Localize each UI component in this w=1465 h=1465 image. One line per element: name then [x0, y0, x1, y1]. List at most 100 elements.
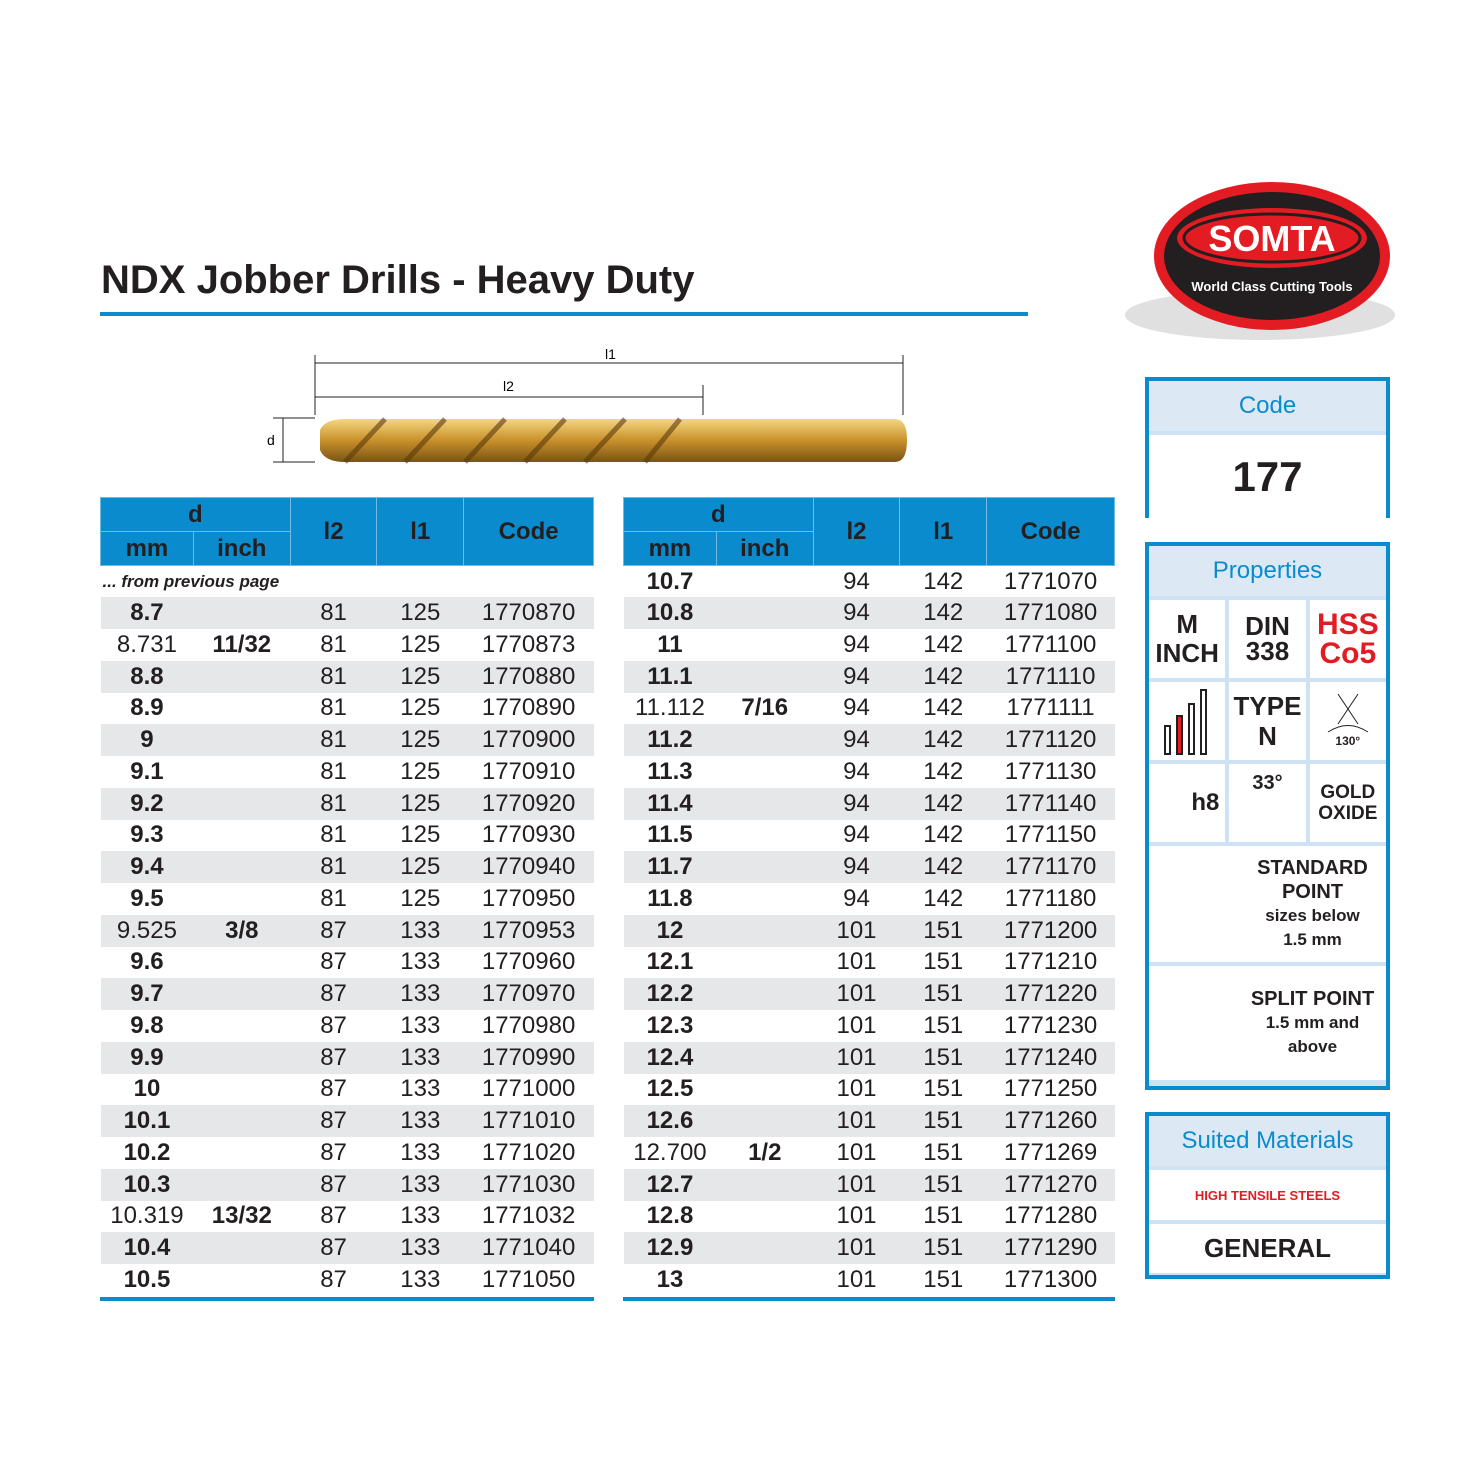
- cell-l2: 81: [290, 787, 377, 820]
- cell-code: 1771010: [463, 1105, 594, 1137]
- cell-code: 1770890: [481, 694, 576, 722]
- cell-inch: [716, 1201, 813, 1233]
- cell-code: 1770960: [481, 948, 576, 976]
- cell-inch: [716, 1264, 813, 1296]
- cell-mm: 9.2: [100, 787, 194, 820]
- cell-mm: 11.8: [647, 884, 693, 912]
- table-row: 11 94 142 1771100: [624, 629, 1115, 661]
- cell-l2: 94: [813, 787, 900, 820]
- properties-header: Properties: [1149, 546, 1386, 596]
- cell-l2: 87: [320, 1075, 347, 1103]
- cell-l2: 94: [843, 884, 870, 912]
- drill-diagram: l1 l2 d: [267, 346, 907, 464]
- cell-l2: 81: [290, 851, 377, 883]
- cell-code: 1771170: [986, 851, 1115, 883]
- d-label: d: [267, 432, 275, 448]
- cell-l2: 81: [290, 724, 377, 756]
- cell-l2: 81: [320, 630, 347, 658]
- cell-code: 1771300: [1003, 1265, 1098, 1293]
- cell-l1: 151: [899, 1168, 987, 1201]
- size-table-left: d l2 l1 Code mm inch ... from previous page 8…: [100, 497, 594, 1296]
- cell-inch: [716, 1010, 813, 1042]
- cell-inch: [193, 724, 291, 756]
- cell-l1: 125: [400, 821, 441, 849]
- cell-code: 1770940: [463, 851, 594, 883]
- cell-code: 1771260: [986, 1105, 1115, 1137]
- cell-l1: 133: [400, 1138, 441, 1166]
- cell-l1: 125: [400, 757, 441, 785]
- cell-mm: 9.9: [100, 1041, 194, 1074]
- cell-l2: 87: [320, 1011, 347, 1039]
- cell-l1: 142: [923, 821, 964, 849]
- cell-l2: 94: [813, 724, 900, 756]
- header-mm: mm: [623, 531, 717, 566]
- table-row: 11.2 94 142 1771120: [623, 724, 1115, 756]
- cell-code: 1771070: [1003, 567, 1098, 595]
- cell-mm: 12.7: [623, 1168, 717, 1201]
- header-inch: inch: [715, 531, 814, 566]
- cell-l1: 142: [923, 567, 964, 595]
- cell-code: 1771180: [1004, 884, 1097, 912]
- table-row: 10.8 94 142 1771080: [623, 597, 1115, 629]
- cell-inch: [716, 724, 814, 756]
- cell-l2: 87: [290, 1168, 377, 1201]
- cell-code: 1771110: [986, 660, 1115, 693]
- cell-inch: [716, 978, 814, 1010]
- somta-logo: SOMTA World Class Cutting Tools: [1125, 182, 1395, 340]
- drill-sizes-icon: [1149, 682, 1226, 760]
- cell-code: 1770953: [463, 914, 594, 947]
- cell-inch: [193, 756, 290, 788]
- cell-mm: 9.3: [130, 821, 164, 849]
- cell-inch: [193, 1137, 290, 1169]
- table-row: 12.3 101 151 1771230: [624, 1010, 1115, 1042]
- cell-l2: 101: [836, 1075, 877, 1103]
- title-underline: [100, 312, 1028, 316]
- header-inch: inch: [192, 531, 291, 566]
- cell-inch: [193, 693, 290, 725]
- cell-l1: 125: [400, 884, 441, 912]
- cell-l1: 142: [923, 757, 964, 785]
- table-row: 9.3 81 125 1770930: [101, 820, 594, 852]
- cell-inch: [716, 1168, 814, 1201]
- cell-l2: 81: [290, 597, 377, 629]
- cell-l2: 94: [813, 597, 900, 629]
- header-mm: mm: [100, 531, 194, 566]
- cell-inch: [716, 914, 814, 947]
- cell-code: 1771280: [1003, 1202, 1098, 1230]
- cell-mm: 12.1: [646, 948, 694, 976]
- cell-code: 1771130: [1004, 757, 1097, 785]
- table-row: 9.1 81 125 1770910: [101, 756, 594, 788]
- from-previous-note: ... from previous page: [102, 571, 280, 591]
- cell-code: 1770920: [463, 787, 594, 820]
- cell-l1: 133: [376, 914, 464, 947]
- cell-l2: 81: [320, 694, 347, 722]
- cell-inch: [193, 660, 291, 693]
- header-l2: l2: [289, 497, 378, 566]
- cell-inch: [193, 1010, 290, 1042]
- cell-l1: 142: [923, 694, 964, 722]
- helix-angle-cell: 33°: [1229, 764, 1306, 842]
- size-table-right: d l2 l1 Code mm inch 10.7 94 142 1771070 10.8 94 1…: [623, 497, 1115, 1296]
- table-row: 13 101 151 1771300: [624, 1264, 1115, 1296]
- cell-l1: 125: [376, 660, 464, 693]
- cell-l1: 133: [376, 1232, 464, 1264]
- cell-code: 1771080: [986, 597, 1115, 629]
- cell-mm: 10.8: [623, 597, 717, 629]
- cell-l1: 125: [400, 630, 441, 658]
- table-row: 11.112 7/16 94 142 1771111: [624, 693, 1115, 725]
- cell-l1: 142: [899, 724, 987, 756]
- cell-l2: 101: [813, 978, 900, 1010]
- cell-inch: [193, 978, 291, 1010]
- cell-l1: 133: [376, 1105, 464, 1137]
- table-row: 12.6 101 151 1771260: [623, 1105, 1115, 1137]
- cell-l2: 87: [290, 914, 377, 947]
- cell-mm: 10.4: [100, 1232, 194, 1264]
- cell-code: 1770870: [463, 597, 594, 629]
- header-code: Code: [463, 497, 594, 566]
- code-panel-header: Code: [1149, 381, 1386, 431]
- cell-inch: [716, 1074, 813, 1106]
- cell-mm: 9.8: [130, 1011, 164, 1039]
- cell-mm: 12.5: [646, 1075, 694, 1103]
- cell-l1: 151: [923, 1138, 964, 1166]
- cell-l2: 94: [843, 821, 870, 849]
